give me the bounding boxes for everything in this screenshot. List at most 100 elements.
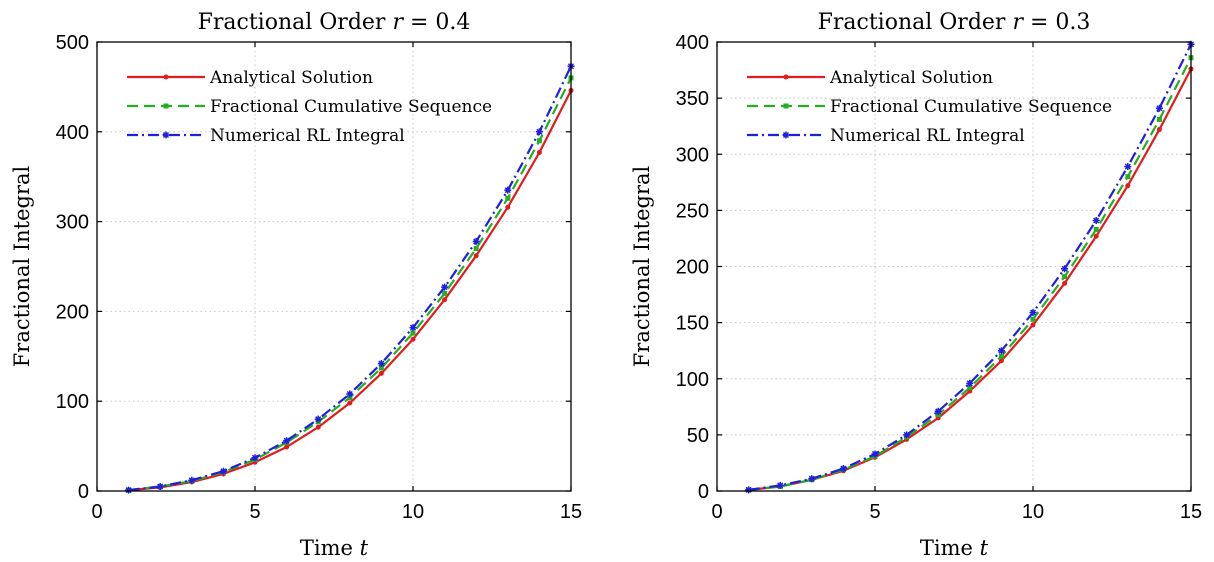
data-point bbox=[1061, 265, 1069, 273]
data-point bbox=[745, 486, 753, 494]
x-tick-label: 10 bbox=[1022, 501, 1044, 523]
data-point bbox=[1062, 274, 1068, 280]
data-point bbox=[808, 475, 816, 483]
plot-area bbox=[717, 42, 1191, 491]
y-axis-label: Fractional Integral bbox=[630, 165, 654, 367]
data-point bbox=[536, 149, 542, 155]
y-tick-label: 50 bbox=[687, 425, 709, 447]
data-point bbox=[1155, 104, 1163, 112]
data-point bbox=[442, 297, 448, 303]
x-tick-label: 15 bbox=[560, 501, 582, 523]
x-tick-label: 15 bbox=[1180, 501, 1202, 523]
data-point bbox=[1062, 280, 1068, 286]
series-line-3 bbox=[748, 43, 1192, 491]
y-tick-label: 300 bbox=[56, 212, 89, 234]
data-point bbox=[442, 290, 448, 296]
legend-label: Analytical Solution bbox=[209, 68, 373, 88]
data-point bbox=[535, 128, 543, 136]
data-point bbox=[284, 444, 290, 450]
y-tick-label: 0 bbox=[78, 481, 89, 503]
x-axis-label: Time t bbox=[920, 536, 989, 560]
data-point bbox=[473, 246, 479, 252]
chart-panel-2: 0 5 10 15050100150200250300350400Fractional… bbox=[630, 10, 1202, 560]
legend-label: Fractional Cumulative Sequence bbox=[830, 97, 1112, 117]
data-point bbox=[188, 476, 196, 484]
chart-title: Fractional Order r = 0.3 bbox=[818, 10, 1091, 35]
series-line-3 bbox=[128, 65, 572, 492]
data-point bbox=[505, 195, 511, 201]
y-tick-label: 0 bbox=[698, 481, 709, 503]
data-point bbox=[378, 370, 384, 376]
data-point bbox=[283, 437, 291, 445]
data-point bbox=[1125, 174, 1131, 180]
y-tick-label: 100 bbox=[56, 391, 89, 413]
legend-marker bbox=[783, 74, 789, 80]
chart-panel-1: 0 5 10 15 0 100 200 300 400 500 Fractional Order r… bbox=[10, 10, 582, 560]
data-point bbox=[1125, 183, 1131, 189]
data-point bbox=[347, 400, 353, 406]
data-point bbox=[347, 395, 353, 401]
data-point bbox=[1156, 127, 1162, 133]
data-point bbox=[505, 204, 511, 210]
legend: Analytical Solution Fractional Cumulative… bbox=[127, 68, 492, 146]
data-point bbox=[472, 237, 480, 245]
data-point bbox=[1156, 116, 1162, 122]
data-point bbox=[998, 358, 1004, 364]
data-point bbox=[966, 379, 974, 387]
data-point bbox=[998, 353, 1004, 359]
legend-label: Analytical Solution bbox=[829, 68, 993, 88]
data-point bbox=[251, 454, 259, 462]
y-tick-label: 200 bbox=[56, 301, 89, 323]
y-tick-label: 500 bbox=[56, 32, 89, 54]
legend-marker bbox=[163, 74, 169, 80]
y-tick-label: 300 bbox=[676, 144, 709, 166]
data-point bbox=[219, 467, 227, 475]
data-point bbox=[378, 365, 384, 371]
data-point bbox=[441, 283, 449, 291]
y-tick-label: 400 bbox=[56, 122, 89, 144]
data-point bbox=[1092, 216, 1100, 224]
data-point bbox=[346, 390, 354, 398]
data-point bbox=[1030, 322, 1036, 328]
data-point bbox=[839, 465, 847, 473]
data-point bbox=[903, 431, 911, 439]
y-tick-label: 250 bbox=[676, 200, 709, 222]
data-point bbox=[504, 186, 512, 194]
data-point bbox=[997, 347, 1005, 355]
x-tick-label: 0 bbox=[711, 501, 722, 523]
y-tick-label: 100 bbox=[676, 369, 709, 391]
data-point bbox=[377, 359, 385, 367]
data-point bbox=[410, 330, 416, 336]
x-tick-label: 0 bbox=[91, 501, 102, 523]
x-tick-label: 5 bbox=[869, 501, 880, 523]
data-point bbox=[934, 407, 942, 415]
data-point bbox=[314, 415, 322, 423]
data-point bbox=[315, 424, 321, 430]
axes-box bbox=[96, 41, 572, 492]
y-tick-label: 200 bbox=[676, 257, 709, 279]
data-point bbox=[1093, 233, 1099, 239]
legend-marker bbox=[163, 103, 169, 109]
data-point bbox=[410, 336, 416, 342]
legend-label: Numerical RL Integral bbox=[830, 126, 1025, 146]
legend-label: Numerical RL Integral bbox=[210, 126, 405, 146]
legend: Analytical Solution Fractional Cumulative… bbox=[747, 68, 1112, 146]
legend-marker bbox=[162, 131, 170, 139]
data-point bbox=[776, 481, 784, 489]
x-tick-label: 5 bbox=[249, 501, 260, 523]
legend-marker bbox=[782, 131, 790, 139]
x-tick-label: 10 bbox=[402, 501, 424, 523]
data-point bbox=[409, 324, 417, 332]
data-point bbox=[536, 138, 542, 144]
data-point bbox=[1029, 309, 1037, 317]
legend-marker bbox=[783, 103, 789, 109]
y-tick-label: 150 bbox=[676, 313, 709, 335]
chart-title: Fractional Order r = 0.4 bbox=[198, 10, 471, 35]
data-point bbox=[473, 253, 479, 259]
y-axis-label: Fractional Integral bbox=[10, 165, 34, 367]
x-axis-label: Time t bbox=[300, 536, 369, 560]
data-point bbox=[967, 385, 973, 391]
data-point bbox=[871, 450, 879, 458]
legend-label: Fractional Cumulative Sequence bbox=[210, 97, 492, 117]
